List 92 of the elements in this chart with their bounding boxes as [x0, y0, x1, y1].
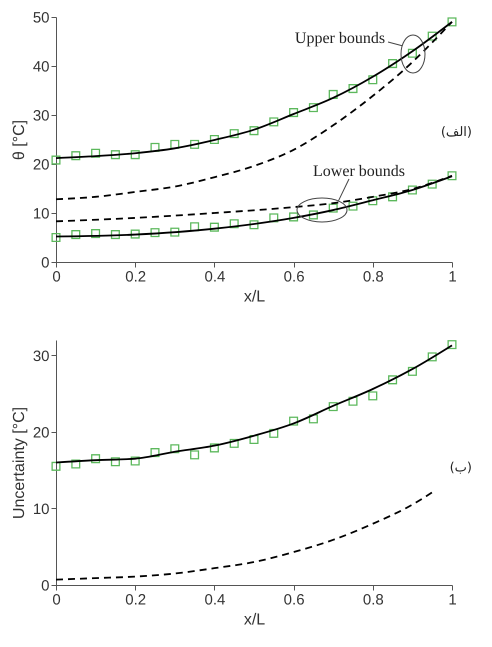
x-tick-label: 0.4 — [204, 268, 226, 286]
point — [428, 352, 437, 362]
point — [230, 129, 239, 138]
point — [51, 156, 61, 165]
point — [71, 460, 80, 469]
annotation: Lower bounds — [313, 163, 405, 180]
point — [348, 396, 358, 406]
point — [230, 219, 239, 228]
point — [368, 391, 378, 400]
x-tick-label: 0.8 — [362, 592, 384, 608]
x-tick-label: 0.6 — [284, 268, 305, 286]
point — [408, 366, 417, 376]
point — [51, 462, 61, 471]
point — [368, 196, 378, 206]
point — [110, 457, 120, 466]
point — [408, 185, 417, 194]
point — [328, 90, 338, 99]
point — [388, 59, 398, 68]
y-tick-label: 40 — [32, 58, 50, 76]
y-tick-label: 50 — [32, 10, 50, 26]
point — [210, 134, 219, 144]
point — [289, 108, 298, 118]
point — [308, 103, 318, 112]
annotation: (الف) — [440, 125, 472, 140]
point — [170, 444, 180, 454]
point — [150, 142, 160, 152]
point — [348, 202, 358, 211]
x-tick-label: 0.4 — [204, 592, 226, 608]
point — [170, 140, 180, 149]
x-tick-label: 0.2 — [125, 592, 146, 608]
point — [71, 230, 80, 240]
x-tick-label: 0.2 — [125, 268, 146, 286]
point — [447, 17, 457, 26]
point — [269, 117, 278, 126]
point — [447, 171, 457, 180]
point — [308, 210, 318, 220]
y-axis-title: Uncertainty [°C] — [10, 406, 28, 520]
point — [91, 454, 100, 464]
point — [249, 220, 259, 230]
point — [328, 402, 338, 412]
point — [368, 75, 378, 84]
point — [348, 84, 358, 94]
point — [91, 148, 100, 158]
point — [210, 443, 219, 452]
y-tick-label: 0 — [41, 578, 50, 594]
y-tick-label: 30 — [32, 108, 50, 124]
x-tick-label: 1 — [448, 592, 457, 608]
x-tick-label: 0.6 — [284, 592, 305, 608]
point — [150, 228, 160, 238]
line-series — [55, 491, 434, 581]
point — [269, 213, 278, 222]
point — [190, 140, 200, 149]
point — [328, 204, 338, 213]
point — [269, 428, 278, 438]
point — [289, 416, 298, 426]
point — [110, 230, 120, 240]
point — [388, 375, 398, 384]
point — [447, 340, 457, 350]
point — [190, 450, 200, 460]
x-tick-label: 1 — [448, 268, 457, 286]
x-axis-title: x/L — [244, 612, 266, 628]
point — [150, 448, 160, 458]
annotation: Upper bounds — [294, 30, 386, 47]
x-axis-title: x/L — [244, 288, 266, 306]
point — [130, 150, 140, 160]
y-tick-label: 10 — [32, 500, 50, 518]
point — [249, 126, 259, 136]
x-tick-label: 0.8 — [362, 268, 384, 286]
point — [210, 222, 219, 232]
point — [249, 435, 259, 444]
y-tick-label: 0 — [41, 254, 50, 272]
y-tick-label: 10 — [32, 206, 50, 222]
point — [51, 232, 61, 242]
x-tick-label: 0 — [52, 268, 61, 286]
point — [110, 150, 120, 160]
point — [130, 456, 140, 466]
x-tick-label: 0 — [52, 592, 61, 608]
point — [130, 230, 140, 239]
y-axis-title: θ [°C] — [10, 120, 28, 160]
point — [408, 48, 417, 58]
point — [428, 32, 437, 41]
annotation: (ب) — [450, 460, 472, 476]
y-tick-label: 20 — [32, 156, 50, 174]
point — [91, 229, 100, 238]
point — [289, 212, 298, 222]
point — [71, 151, 80, 160]
point — [308, 414, 318, 424]
y-tick-label: 20 — [32, 424, 50, 442]
point — [170, 228, 180, 237]
point — [428, 180, 437, 189]
point — [230, 438, 239, 448]
y-tick-label: 30 — [32, 348, 50, 365]
